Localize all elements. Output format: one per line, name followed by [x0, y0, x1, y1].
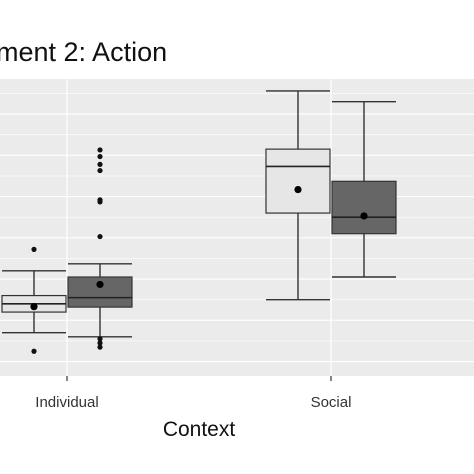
box-body: [331, 180, 397, 235]
outlier-point: [97, 336, 103, 342]
outlier-point: [97, 167, 103, 174]
box-social-2: [331, 100, 397, 278]
mean-point: [294, 185, 302, 194]
outlier-point: [97, 233, 103, 240]
mean-point: [30, 303, 38, 311]
x-axis: Individual Social: [35, 376, 351, 411]
outlier-point: [97, 153, 103, 160]
box-individual-1: [1, 246, 67, 354]
x-tick-label: Social: [311, 394, 352, 411]
outlier-point: [31, 348, 37, 354]
outlier-point: [97, 340, 103, 346]
box-individual-2: [67, 147, 133, 350]
chart-title: ment 2: Action: [0, 37, 167, 67]
outlier-point: [97, 344, 103, 350]
outlier-point: [31, 246, 37, 252]
grid: [0, 79, 474, 376]
box-plots: [1, 90, 397, 354]
outlier-point: [97, 197, 103, 203]
outlier-point: [97, 161, 103, 167]
outlier-point: [97, 147, 103, 153]
mean-point: [96, 280, 104, 289]
x-tick-label: Individual: [35, 394, 98, 411]
plot-panel: [0, 79, 474, 376]
box-body: [265, 148, 331, 214]
box-social-1: [265, 90, 331, 301]
x-axis-title: Context: [163, 418, 236, 441]
mean-point: [360, 212, 368, 220]
